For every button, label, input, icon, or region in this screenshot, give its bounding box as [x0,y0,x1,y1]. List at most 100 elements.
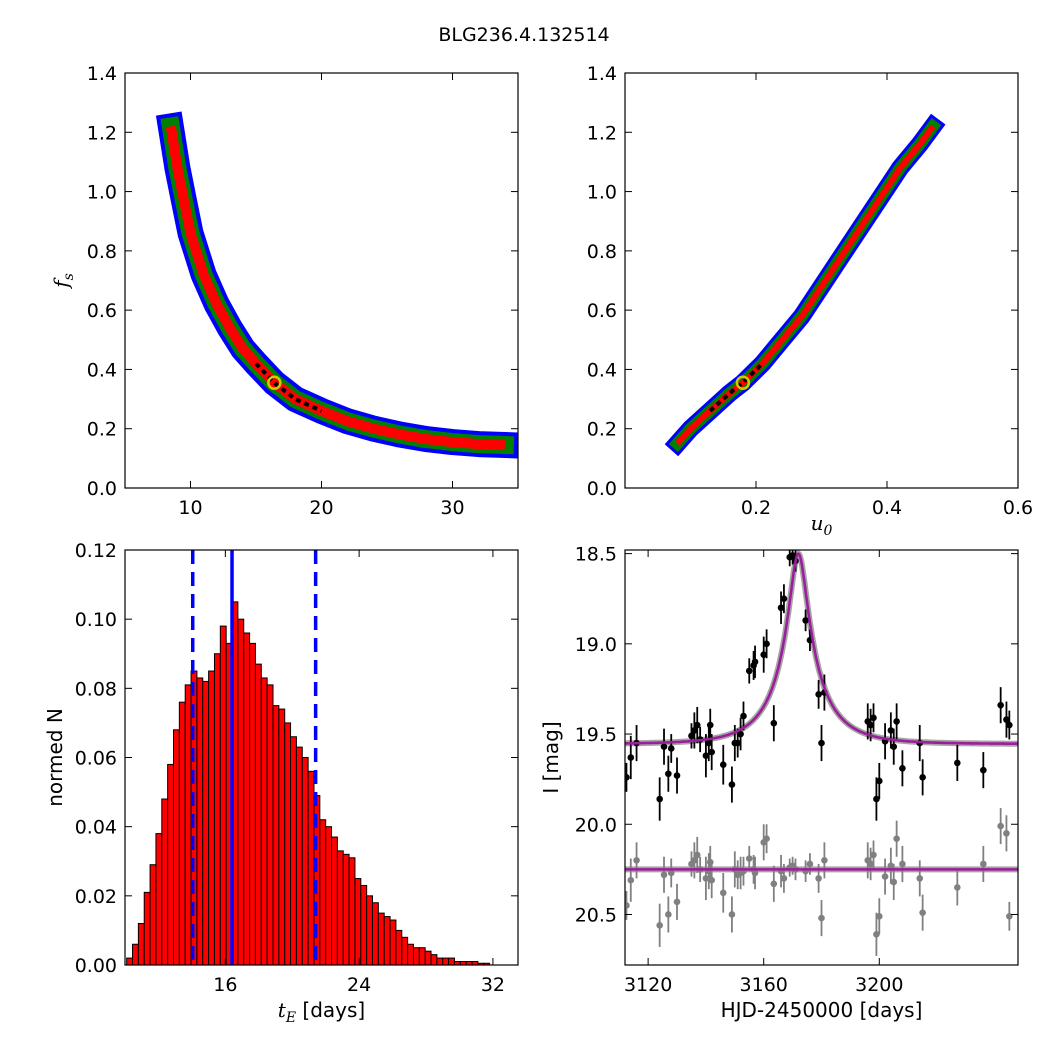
y-tick-label: 0.8 [587,241,617,263]
y-tick-label: 1.4 [87,63,117,85]
x-tick-label: 32 [481,974,505,996]
histogram-bar [219,625,227,965]
data-point [627,876,635,884]
histogram-bar [161,798,169,965]
x-tick-label: 0.6 [1003,497,1033,519]
x-tick-label: 3160 [740,974,788,996]
x-tick-label: 3120 [624,974,672,996]
data-point [997,701,1004,709]
data-point [708,748,715,756]
data-point [802,617,809,624]
data-point [780,875,788,882]
data-point [625,774,630,781]
data-point [719,889,727,897]
data-point [980,766,987,774]
lightcurve-panel: 3120 3160 3200 18.5 19.0 19.5 20.0 20.5 HJD-2450… [539,544,1019,1022]
te-histogram-panel: 16 24 32 0.00 0.02 0.04 0.06 0.08 0.10 0.12 tE [da… [43,540,519,1026]
data-point [706,721,714,729]
data-point [893,718,900,725]
best-fit-marker [735,375,751,391]
ticks-0: 10 20 30 0.0 0.2 0.4 0.6 0.8 1.0 1.2 1.4 [87,63,518,519]
histogram-bar [249,642,256,965]
y-tick-label: 0.8 [87,241,117,263]
histogram-bar [360,884,368,965]
histogram-bar [278,708,286,965]
data-point [770,880,778,888]
data-point [919,774,926,781]
histogram-bar [243,632,251,965]
histogram-bar [290,736,297,965]
y-tick-label: 0.06 [75,748,117,770]
y-tick-label: 0.4 [87,359,117,381]
data-point [728,911,736,918]
histogram-bar [301,757,309,965]
data-point [1006,721,1013,729]
data-point [693,851,701,859]
data-point [665,770,672,778]
histogram-bar [442,957,450,965]
histogram-bar [407,943,414,965]
histogram-bar [372,902,379,965]
histogram-bar [307,770,315,965]
histogram-bar [418,947,426,965]
data-point [954,884,961,891]
data-point [667,869,675,877]
y-axis-label: I [mag] [539,721,563,793]
data-point [708,876,715,884]
data-point [763,640,770,648]
y-tick-label: 0.12 [75,540,117,562]
data-point [693,721,701,729]
data-point [870,714,877,722]
y-tick-label: 18.5 [575,544,617,566]
histogram-bar [284,722,292,965]
data-point [705,739,713,747]
histogram-bar [184,684,192,965]
data-point [789,552,796,559]
histogram-bar [348,857,356,965]
data-point [763,835,770,842]
histogram-bar [260,677,268,965]
data-point [777,604,785,612]
y-tick-label: 0.02 [75,886,117,908]
x-tick-label: 0.4 [872,497,902,519]
x-tick-label: 10 [178,497,202,519]
y-tick-label: 0.6 [587,300,617,322]
data-point [691,727,698,734]
data-point [899,765,906,772]
data-point [734,739,741,747]
histogram-bar [272,705,280,965]
data-point [893,835,900,842]
data-point [688,732,695,740]
histogram-bar [266,684,274,965]
y-tick-label: 1.2 [87,122,117,144]
data-point [702,875,710,882]
histogram-bar [254,663,262,965]
data-point [887,862,895,870]
histogram-bar [132,943,139,965]
sigma1-region [675,124,936,446]
data-point [890,878,898,886]
histogram-bar [331,836,338,965]
x-tick-label: 30 [440,497,464,519]
data-point [867,721,874,729]
histogram-bar [383,916,391,965]
histogram-bar [213,653,221,965]
data-point [997,822,1004,830]
y-tick-label: 20.5 [575,904,617,926]
data-series-black [625,550,1013,821]
data-point [627,754,635,761]
best-fit-cells [708,362,764,413]
data-point [875,777,883,785]
y-tick-label: 0.04 [75,817,117,839]
y-tick-label: 0.00 [75,955,117,977]
data-point [916,875,924,882]
posterior-map [664,113,946,457]
fs-vs-te-panel: 10 20 30 0.0 0.2 0.4 0.6 0.8 1.0 1.2 1.4 fs [49,63,519,519]
histogram-bar [149,864,157,965]
data-point [875,912,883,920]
y-tick-label: 1.2 [587,122,617,144]
data-point [806,860,814,868]
x-tick-label: 16 [213,974,237,996]
data-point [815,875,822,882]
